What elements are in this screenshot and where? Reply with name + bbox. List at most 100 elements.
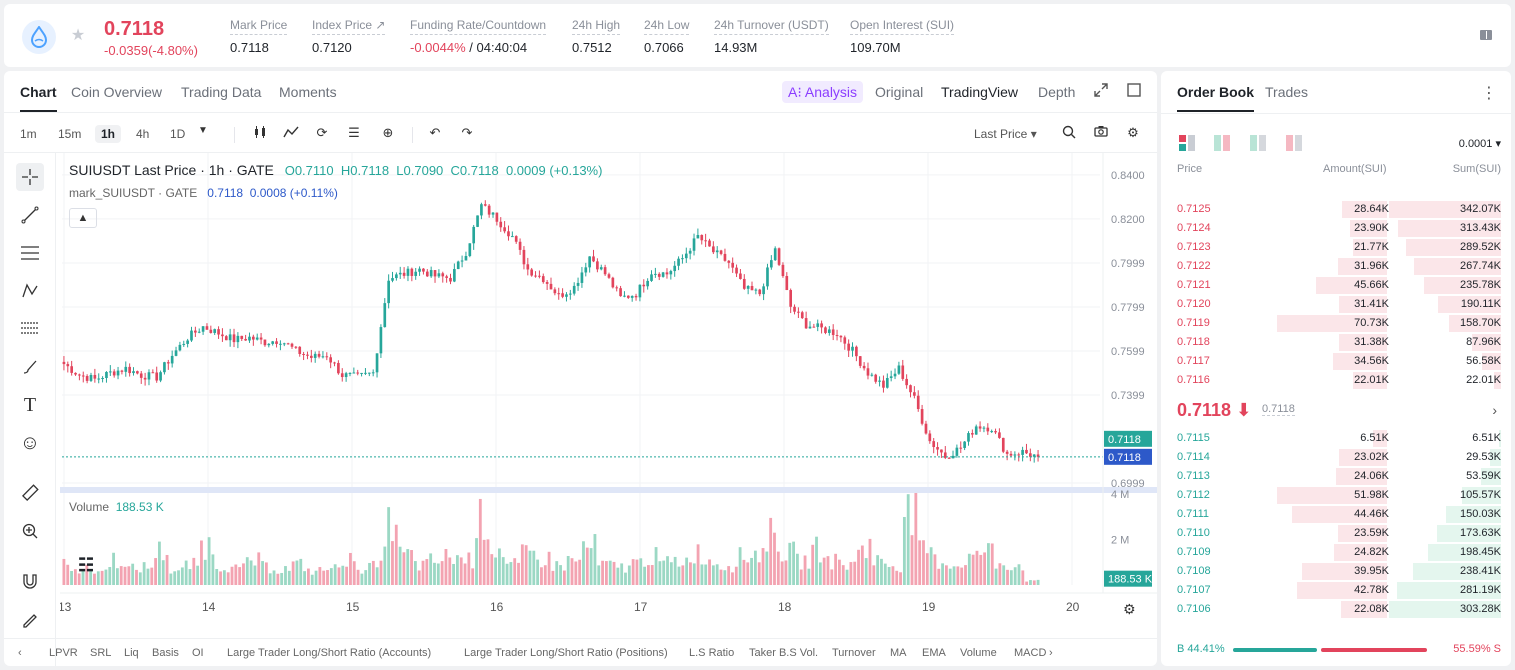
tab-coin-overview[interactable]: Coin Overview [71, 84, 163, 100]
ask-row[interactable]: 0.7123 21.77K 289.52K [1177, 238, 1501, 257]
book-icon[interactable] [1479, 28, 1493, 42]
layout-asks-icon[interactable] [1286, 135, 1302, 156]
indicator-liq[interactable]: Liq [124, 647, 139, 659]
volume-bar [448, 557, 452, 585]
bid-row[interactable]: 0.7106 22.08K 303.28K [1177, 600, 1501, 619]
stat-label[interactable]: Mark Price [230, 18, 288, 35]
magnet-icon[interactable] [16, 567, 44, 595]
ask-row[interactable]: 0.7118 31.38K 87.96K [1177, 333, 1501, 352]
layout-both-icon[interactable] [1179, 135, 1195, 156]
precision-select[interactable]: 0.0001 ▾ [1458, 138, 1501, 150]
templates-icon[interactable]: ☰ [348, 125, 360, 140]
ask-row[interactable]: 0.7119 70.73K 158.70K [1177, 314, 1501, 333]
indicator-basis[interactable]: Basis [152, 647, 179, 659]
timeframe-4h[interactable]: 4h [136, 127, 150, 141]
bid-row[interactable]: 0.7109 24.82K 198.45K [1177, 543, 1501, 562]
favorite-star-icon[interactable]: ★ [70, 27, 86, 44]
redo-icon[interactable]: ↷ [461, 125, 473, 140]
scroll-left-icon[interactable]: ‹ [18, 647, 22, 659]
text-tool-icon[interactable]: T [23, 393, 37, 416]
volume-bar [486, 539, 490, 585]
tab-original[interactable]: Original [875, 84, 924, 100]
scroll-right-icon[interactable]: › [1049, 647, 1053, 659]
camera-icon[interactable] [1092, 125, 1110, 140]
ask-row[interactable]: 0.7116 22.01K 22.01K [1177, 371, 1501, 390]
ask-row[interactable]: 0.7122 31.96K 267.74K [1177, 257, 1501, 276]
zoom-in-icon[interactable] [16, 517, 44, 545]
sell-ratio: 55.59% S [1453, 643, 1501, 655]
tab-tradingview[interactable]: TradingView [941, 84, 1019, 100]
settings-gear-icon[interactable]: ⚙ [1127, 125, 1139, 140]
indicator-large-trader-long-short-ratio-accounts-[interactable]: Large Trader Long/Short Ratio (Accounts) [227, 647, 432, 659]
tab-chart[interactable]: Chart [20, 84, 57, 112]
volume-bar [983, 552, 987, 585]
tab-trades[interactable]: Trades [1265, 84, 1309, 100]
emoji-icon[interactable]: ☺ [19, 431, 41, 454]
ai-analysis-button[interactable]: A⁝ Analysis [782, 81, 864, 103]
fullscreen-icon[interactable] [1127, 83, 1141, 100]
indicator-taker-b-s-vol-[interactable]: Taker B.S Vol. [749, 647, 819, 659]
candle-type-icon[interactable] [251, 125, 269, 142]
ask-row[interactable]: 0.7125 28.64K 342.07K [1177, 200, 1501, 219]
crosshair-icon[interactable] [16, 163, 44, 191]
tab-order-book[interactable]: Order Book [1177, 84, 1255, 112]
ask-row[interactable]: 0.7124 23.90K 313.43K [1177, 219, 1501, 238]
indicator-lpvr[interactable]: LPVR [49, 647, 78, 659]
bid-row[interactable]: 0.7111 44.46K 150.03K [1177, 505, 1501, 524]
ask-row[interactable]: 0.7120 31.41K 190.11K [1177, 295, 1501, 314]
bid-row[interactable]: 0.7107 42.78K 281.19K [1177, 581, 1501, 600]
indicator-oi[interactable]: OI [192, 647, 204, 659]
lock-edit-icon[interactable] [16, 605, 44, 633]
horizontal-lines-icon[interactable] [16, 239, 44, 267]
tab-trading-data[interactable]: Trading Data [181, 84, 262, 100]
brush-icon[interactable] [16, 353, 44, 381]
bid-row[interactable]: 0.7115 6.51K 6.51K [1177, 429, 1501, 448]
indicator-volume[interactable]: Volume [960, 647, 997, 659]
timeframe-1h[interactable]: 1h [95, 125, 122, 143]
pattern-icon[interactable] [16, 277, 44, 305]
sum-depth-bar [1405, 239, 1501, 256]
chevron-down-icon[interactable]: ▼ [198, 125, 208, 136]
layout-split-icon[interactable] [1214, 135, 1230, 156]
stat-label[interactable]: Open Interest (SUI) [850, 18, 955, 35]
timeframe-1m[interactable]: 1m [20, 127, 37, 141]
candlestick-chart[interactable]: 0.84000.82000.79990.77990.75990.73990.69… [58, 153, 1157, 666]
indicator-ema[interactable]: EMA [922, 647, 946, 659]
indicator-large-trader-long-short-ratio-positions-[interactable]: Large Trader Long/Short Ratio (Positions… [464, 647, 668, 659]
stat-label[interactable]: Index Price ↗ [312, 18, 386, 35]
ruler-icon[interactable] [16, 479, 44, 507]
bid-row[interactable]: 0.7112 51.98K 105.57K [1177, 486, 1501, 505]
indicator-turnover[interactable]: Turnover [832, 647, 876, 659]
search-icon[interactable] [1060, 125, 1078, 142]
stat-label[interactable]: Funding Rate/Countdown [410, 18, 547, 35]
timeframe-15m[interactable]: 15m [58, 127, 82, 141]
bid-row[interactable]: 0.7110 23.59K 173.63K [1177, 524, 1501, 543]
fib-retracement-icon[interactable] [16, 315, 44, 343]
tab-depth[interactable]: Depth [1038, 84, 1076, 100]
collapse-legend-button[interactable]: ▲ [69, 208, 97, 228]
price-type-select[interactable]: Last Price ▾ [974, 127, 1037, 141]
ask-row[interactable]: 0.7121 45.66K 235.78K [1177, 276, 1501, 295]
chevron-right-icon[interactable]: › [1492, 402, 1497, 418]
trend-line-icon[interactable] [16, 201, 44, 229]
volume-bar [891, 566, 895, 585]
timeframe-1d[interactable]: 1D [170, 127, 186, 141]
ask-row[interactable]: 0.7117 34.56K 56.58K [1177, 352, 1501, 371]
tab-moments[interactable]: Moments [279, 84, 337, 100]
chart-area[interactable]: 0.8400 0.8200 0.7999 0.7799 0.7599 0.7399 0.69… [58, 153, 1157, 666]
undo-icon[interactable]: ↶ [429, 125, 441, 140]
indicator-ma[interactable]: MA [890, 647, 907, 659]
bid-row[interactable]: 0.7108 39.95K 238.41K [1177, 562, 1501, 581]
candle-body [178, 344, 182, 351]
indicator-l-s-ratio[interactable]: L.S Ratio [689, 647, 735, 659]
indicator-srl[interactable]: SRL [90, 647, 112, 659]
more-menu-icon[interactable]: ⋮ [1481, 85, 1497, 102]
add-indicator-icon[interactable]: ⊕ [382, 125, 394, 140]
refresh-icon[interactable]: ⟳ [316, 125, 328, 140]
expand-icon[interactable] [1094, 83, 1108, 100]
indicators-icon[interactable] [282, 125, 300, 142]
layout-bids-icon[interactable] [1250, 135, 1266, 156]
bid-row[interactable]: 0.7114 23.02K 29.53K [1177, 448, 1501, 467]
indicator-macd[interactable]: MACD [1014, 647, 1047, 659]
bid-row[interactable]: 0.7113 24.06K 53.59K [1177, 467, 1501, 486]
